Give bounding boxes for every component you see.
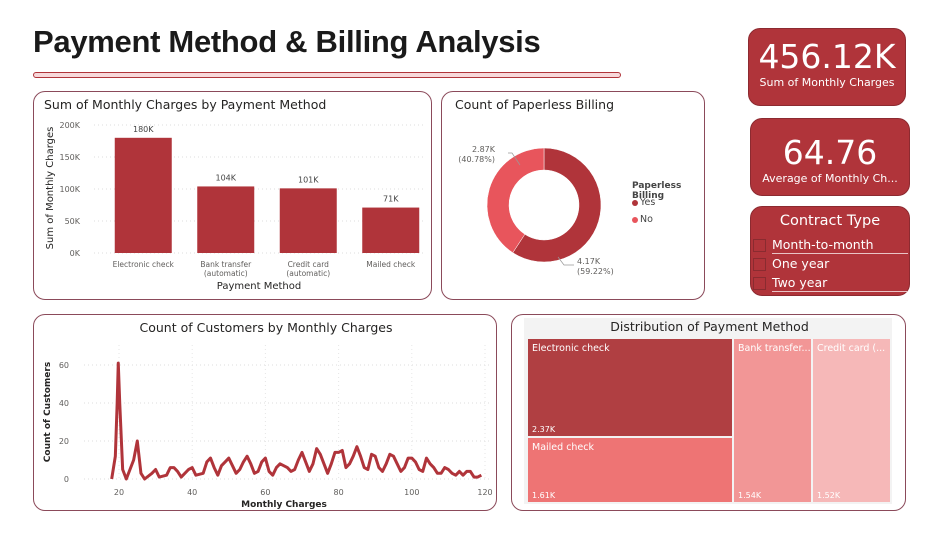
bar [114,137,172,253]
treemap-tile-electronic-check[interactable]: Electronic check 2.37K [528,339,732,436]
treemap-tile-mailed-check[interactable]: Mailed check 1.61K [528,438,732,502]
page-title: Payment Method & Billing Analysis [33,24,541,59]
legend-title: Paperless Billing [632,181,682,201]
data-line [110,361,483,481]
line-chart-title: Count of Customers by Monthly Charges [139,320,393,335]
x-tick-label: 40 [187,488,197,497]
kpi-value: 456.12K [758,37,896,76]
x-tick-label: Bank transfer [200,260,252,269]
legend-item-yes[interactable]: Yes [632,197,655,208]
x-axis-title: Monthly Charges [241,500,327,510]
x-tick-label: (automatic) [204,269,248,278]
y-tick-label: 20 [59,437,69,446]
treemap-panel[interactable]: Distribution of Payment Method Electroni… [511,314,906,511]
bar-chart-panel[interactable]: Sum of Monthly Charges by Payment Method… [33,91,432,300]
data-label: 101K [298,175,319,184]
bar-chart: 0K 50K 100K 150K 200K 180K Electronic check 104… [45,121,424,292]
data-label: 71K [383,195,399,204]
x-tick-label: 120 [477,488,492,497]
donut-slice [486,147,545,254]
kpi-label: Sum of Monthly Charges [759,76,895,89]
x-tick-label: (automatic) [286,269,330,278]
donut-slice [512,147,602,263]
data-label: 180K [133,125,154,134]
treemap-title: Distribution of Payment Method [610,319,809,334]
legend-dot-icon [632,216,638,223]
slice-value-label: 4.17K [577,257,601,266]
y-tick-label: 60 [59,361,69,370]
treemap-tile-credit-card[interactable]: Credit card (... 1.52K [813,339,890,502]
kpi-label: Average of Monthly Ch... [762,172,898,185]
treemap-tile-bank-transfer[interactable]: Bank transfer... 1.54K [734,339,811,502]
kpi-card-sum-charges: 456.12K Sum of Monthly Charges [748,28,906,106]
x-tick-label: 60 [260,488,270,497]
bar [362,207,420,253]
slice-value-label: 2.87K [472,145,496,154]
kpi-card-avg-charges: 64.76 Average of Monthly Ch... [750,118,910,196]
y-tick-label: 50K [65,217,81,226]
leader-line [508,152,521,166]
checkbox[interactable] [753,258,766,271]
legend-dot-icon [632,199,638,206]
y-tick-label: 150K [59,153,80,162]
bar-chart-title: Sum of Monthly Charges by Payment Method [44,97,327,112]
y-axis-title: Sum of Monthly Charges [45,127,56,250]
legend-item-no[interactable]: No [632,214,653,225]
donut-chart: 2.87K(40.78%) 4.17K(59.22%) [458,145,614,276]
y-tick-label: 0 [64,475,69,484]
x-tick-label: 20 [114,488,124,497]
y-tick-label: 100K [59,185,80,194]
y-axis-title: Count of Customers [43,362,53,462]
slicer-title: Contract Type [779,213,881,229]
slice-percent-label: (40.78%) [458,155,495,164]
checkbox[interactable] [753,277,766,290]
line-chart: 0 20 40 60 20 40 60 80 100 120 Monthly Charges Coun… [43,345,493,510]
bar [279,188,337,253]
y-tick-label: 0K [70,249,81,258]
slicer-item-one-year[interactable]: One year [751,255,911,273]
bar [197,186,255,253]
contract-type-slicer: Contract Type Month-to-month One year Tw… [750,206,910,296]
x-axis-title: Payment Method [217,281,301,292]
y-tick-label: 200K [59,121,80,130]
x-tick-label: Credit card [288,260,330,269]
donut-chart-panel[interactable]: Count of Paperless Billing 2.87K (40.78%)… [441,91,705,300]
x-tick-label: 100 [404,488,419,497]
data-label: 104K [215,173,236,182]
x-tick-label: 80 [334,488,344,497]
kpi-value: 64.76 [782,133,878,172]
leader-line [557,256,574,266]
x-tick-label: Electronic check [113,260,175,269]
donut-chart-title: Count of Paperless Billing [455,97,615,112]
y-tick-label: 40 [59,399,69,408]
slice-percent-label: (59.22%) [577,267,614,276]
slicer-item-month-to-month[interactable]: Month-to-month [751,236,911,254]
x-tick-label: Mailed check [366,260,416,269]
title-underline [33,72,621,78]
line-chart-panel[interactable]: Count of Customers by Monthly Charges 0 2… [33,314,497,511]
slicer-item-two-year[interactable]: Two year [751,274,911,292]
checkbox[interactable] [753,239,766,252]
